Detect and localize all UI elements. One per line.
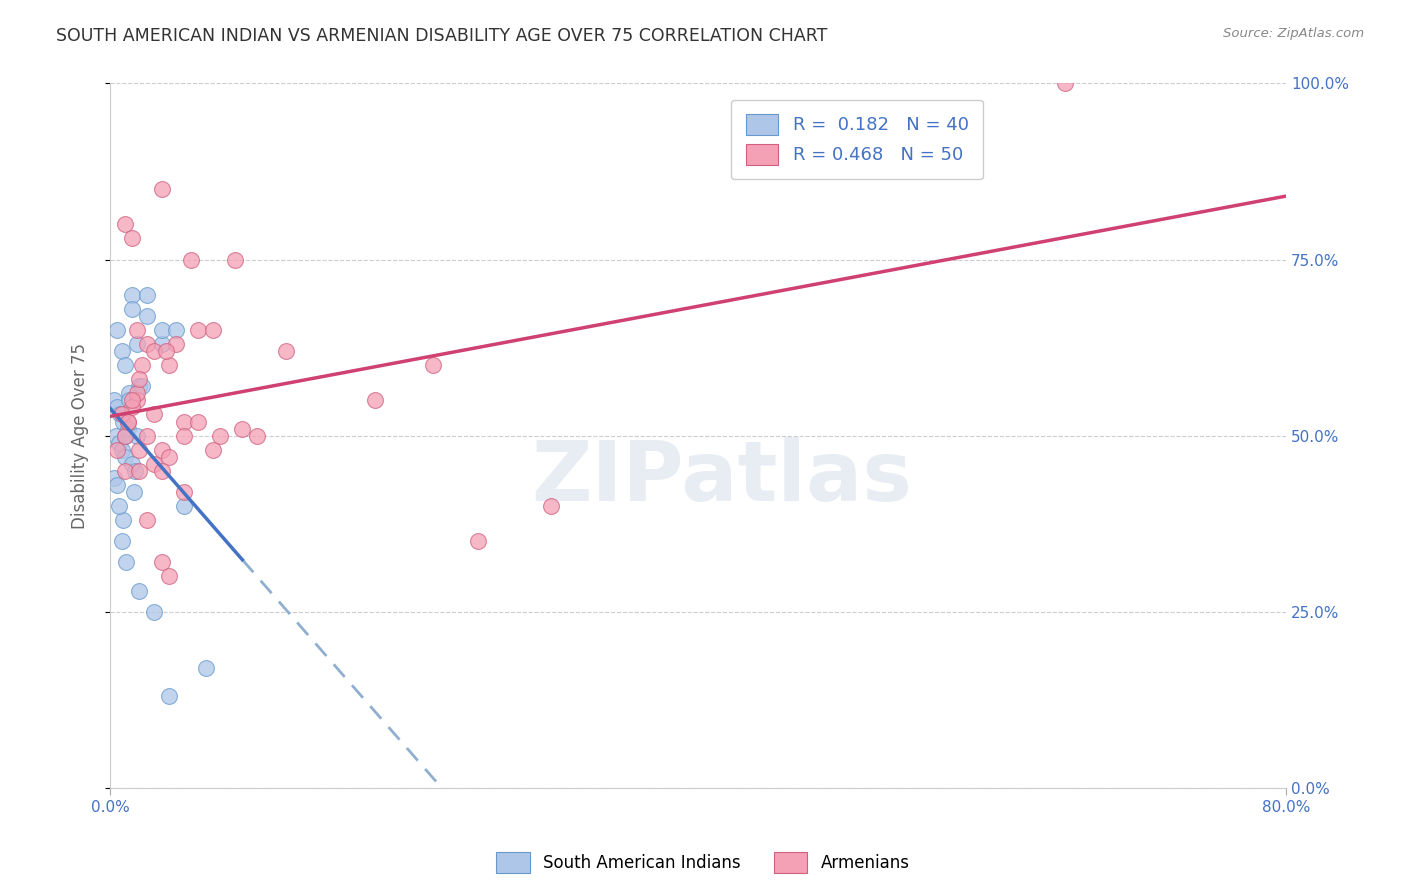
- Point: [150, 323, 173, 337]
- Point: [422, 358, 444, 372]
- Point: [107, 478, 129, 492]
- Point: [112, 513, 135, 527]
- Point: [114, 450, 136, 464]
- Point: [121, 401, 143, 415]
- Point: [157, 450, 180, 464]
- Point: [135, 428, 157, 442]
- Point: [173, 499, 195, 513]
- Point: [131, 358, 153, 372]
- Point: [122, 485, 145, 500]
- Point: [143, 605, 166, 619]
- Point: [363, 393, 385, 408]
- Point: [165, 323, 187, 337]
- Point: [108, 435, 131, 450]
- Point: [125, 337, 148, 351]
- Point: [111, 344, 134, 359]
- Point: [135, 309, 157, 323]
- Point: [114, 428, 136, 442]
- Point: [125, 323, 148, 337]
- Point: [124, 464, 146, 478]
- Point: [246, 428, 269, 442]
- Point: [143, 408, 166, 422]
- Point: [104, 428, 127, 442]
- Point: [107, 401, 129, 415]
- Point: [111, 442, 134, 457]
- Point: [150, 464, 173, 478]
- Point: [110, 408, 132, 422]
- Point: [209, 428, 232, 442]
- Text: ZIPatlas: ZIPatlas: [531, 437, 912, 518]
- Legend: R =  0.182   N = 40, R = 0.468   N = 50: R = 0.182 N = 40, R = 0.468 N = 50: [731, 100, 983, 179]
- Point: [117, 415, 139, 429]
- Point: [115, 555, 138, 569]
- Text: Source: ZipAtlas.com: Source: ZipAtlas.com: [1223, 27, 1364, 40]
- Point: [157, 569, 180, 583]
- Point: [150, 555, 173, 569]
- Point: [114, 217, 136, 231]
- Point: [108, 499, 131, 513]
- Point: [194, 661, 217, 675]
- Point: [128, 379, 150, 393]
- Point: [157, 358, 180, 372]
- Point: [201, 442, 224, 457]
- Point: [276, 344, 298, 359]
- Point: [128, 442, 150, 457]
- Point: [121, 457, 143, 471]
- Point: [150, 337, 173, 351]
- Point: [135, 513, 157, 527]
- Point: [107, 442, 129, 457]
- Point: [155, 344, 177, 359]
- Point: [173, 485, 195, 500]
- Text: SOUTH AMERICAN INDIAN VS ARMENIAN DISABILITY AGE OVER 75 CORRELATION CHART: SOUTH AMERICAN INDIAN VS ARMENIAN DISABI…: [56, 27, 828, 45]
- Point: [128, 583, 150, 598]
- Point: [540, 499, 562, 513]
- Point: [165, 337, 187, 351]
- Point: [114, 464, 136, 478]
- Point: [121, 393, 143, 408]
- Point: [128, 372, 150, 386]
- Legend: South American Indians, Armenians: South American Indians, Armenians: [489, 846, 917, 880]
- Point: [125, 386, 148, 401]
- Point: [128, 464, 150, 478]
- Point: [117, 421, 139, 435]
- Point: [201, 323, 224, 337]
- Point: [103, 393, 125, 408]
- Point: [125, 393, 148, 408]
- Point: [121, 231, 143, 245]
- Point: [131, 379, 153, 393]
- Point: [173, 428, 195, 442]
- Point: [1054, 77, 1077, 91]
- Point: [180, 252, 202, 267]
- Point: [467, 534, 489, 549]
- Point: [121, 287, 143, 301]
- Point: [103, 471, 125, 485]
- Point: [107, 323, 129, 337]
- Point: [118, 386, 141, 401]
- Point: [143, 344, 166, 359]
- Point: [121, 301, 143, 316]
- Point: [112, 415, 135, 429]
- Point: [187, 323, 209, 337]
- Y-axis label: Disability Age Over 75: Disability Age Over 75: [72, 343, 89, 529]
- Point: [224, 252, 246, 267]
- Point: [135, 287, 157, 301]
- Point: [173, 415, 195, 429]
- Point: [187, 415, 209, 429]
- Point: [150, 442, 173, 457]
- Point: [111, 534, 134, 549]
- Point: [117, 415, 139, 429]
- Point: [150, 182, 173, 196]
- Point: [118, 393, 141, 408]
- Point: [157, 689, 180, 703]
- Point: [125, 428, 148, 442]
- Point: [111, 408, 134, 422]
- Point: [114, 428, 136, 442]
- Point: [135, 337, 157, 351]
- Point: [231, 421, 253, 435]
- Point: [114, 358, 136, 372]
- Point: [143, 457, 166, 471]
